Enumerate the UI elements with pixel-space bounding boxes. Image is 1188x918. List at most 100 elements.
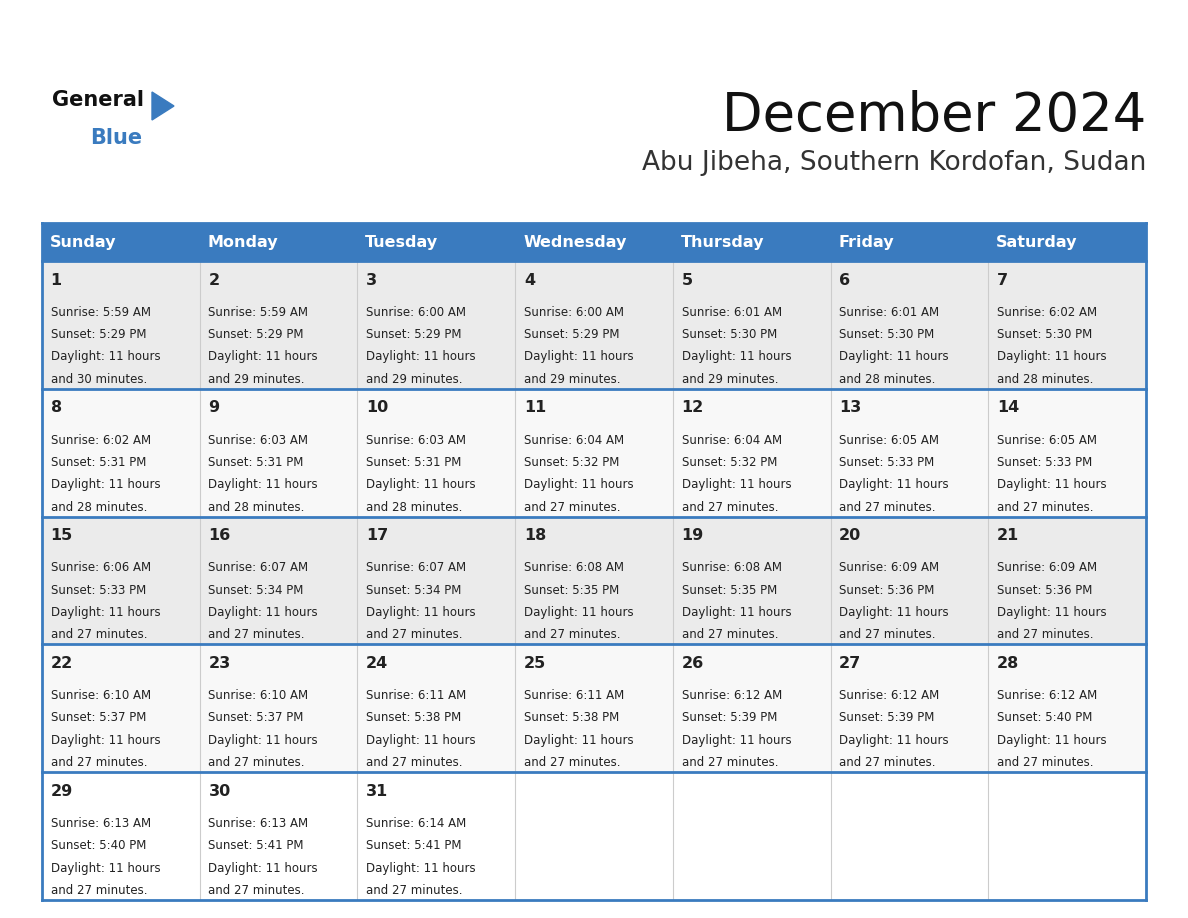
Text: and 29 minutes.: and 29 minutes. [208,373,305,386]
Text: Blue: Blue [90,128,143,148]
Text: Daylight: 11 hours: Daylight: 11 hours [839,606,949,619]
Text: and 28 minutes.: and 28 minutes. [51,500,147,514]
Text: and 28 minutes.: and 28 minutes. [997,373,1093,386]
Text: Daylight: 11 hours: Daylight: 11 hours [366,606,475,619]
Text: Sunset: 5:33 PM: Sunset: 5:33 PM [51,584,146,597]
Text: Sunset: 5:34 PM: Sunset: 5:34 PM [208,584,304,597]
Bar [42,644,1146,772]
Text: Sunset: 5:36 PM: Sunset: 5:36 PM [839,584,935,597]
Text: Sunset: 5:29 PM: Sunset: 5:29 PM [366,328,462,341]
Text: Sunset: 5:29 PM: Sunset: 5:29 PM [524,328,619,341]
Text: Sunset: 5:32 PM: Sunset: 5:32 PM [682,456,777,469]
Text: Sunset: 5:30 PM: Sunset: 5:30 PM [839,328,935,341]
Text: and 27 minutes.: and 27 minutes. [366,629,462,642]
Text: Sunrise: 6:03 AM: Sunrise: 6:03 AM [366,433,466,446]
Polygon shape [152,92,173,120]
Text: Sunset: 5:38 PM: Sunset: 5:38 PM [366,711,461,724]
Text: Daylight: 11 hours: Daylight: 11 hours [208,733,318,747]
Text: Monday: Monday [208,234,278,250]
Text: and 27 minutes.: and 27 minutes. [682,500,778,514]
Text: 9: 9 [208,400,220,415]
Text: Sunrise: 6:05 AM: Sunrise: 6:05 AM [839,433,940,446]
Text: 11: 11 [524,400,546,415]
Bar [42,772,1146,900]
Text: Sunset: 5:31 PM: Sunset: 5:31 PM [51,456,146,469]
Text: December 2024: December 2024 [722,90,1146,142]
Text: 31: 31 [366,784,388,799]
Bar [42,223,1146,261]
Bar [42,389,1146,517]
Text: Daylight: 11 hours: Daylight: 11 hours [997,351,1106,364]
Text: Sunrise: 6:09 AM: Sunrise: 6:09 AM [997,561,1097,575]
Text: 17: 17 [366,528,388,543]
Text: Daylight: 11 hours: Daylight: 11 hours [524,351,633,364]
Text: Sunset: 5:36 PM: Sunset: 5:36 PM [997,584,1092,597]
Text: and 30 minutes.: and 30 minutes. [51,373,147,386]
Text: Sunrise: 6:02 AM: Sunrise: 6:02 AM [51,433,151,446]
Text: Daylight: 11 hours: Daylight: 11 hours [997,733,1106,747]
Text: Sunset: 5:35 PM: Sunset: 5:35 PM [524,584,619,597]
Text: Sunrise: 6:01 AM: Sunrise: 6:01 AM [839,306,940,319]
Text: Abu Jibeha, Southern Kordofan, Sudan: Abu Jibeha, Southern Kordofan, Sudan [642,150,1146,176]
Text: 28: 28 [997,655,1019,671]
Text: Friday: Friday [839,234,895,250]
Text: Daylight: 11 hours: Daylight: 11 hours [208,862,318,875]
Text: Daylight: 11 hours: Daylight: 11 hours [682,606,791,619]
Text: Daylight: 11 hours: Daylight: 11 hours [524,733,633,747]
Text: and 27 minutes.: and 27 minutes. [839,500,936,514]
Text: Saturday: Saturday [997,234,1078,250]
Text: Sunrise: 6:11 AM: Sunrise: 6:11 AM [366,689,467,702]
Text: 4: 4 [524,273,535,287]
Text: Sunrise: 6:12 AM: Sunrise: 6:12 AM [839,689,940,702]
Text: Sunset: 5:41 PM: Sunset: 5:41 PM [208,839,304,852]
Text: and 27 minutes.: and 27 minutes. [839,629,936,642]
Text: and 27 minutes.: and 27 minutes. [51,756,147,769]
Text: 5: 5 [682,273,693,287]
Text: Sunset: 5:33 PM: Sunset: 5:33 PM [839,456,935,469]
Text: Daylight: 11 hours: Daylight: 11 hours [208,606,318,619]
Text: Sunset: 5:40 PM: Sunset: 5:40 PM [997,711,1092,724]
Text: and 28 minutes.: and 28 minutes. [366,500,462,514]
Text: Daylight: 11 hours: Daylight: 11 hours [51,606,160,619]
Text: 19: 19 [682,528,703,543]
Text: and 27 minutes.: and 27 minutes. [51,629,147,642]
Text: and 27 minutes.: and 27 minutes. [524,500,620,514]
Text: Sunrise: 6:01 AM: Sunrise: 6:01 AM [682,306,782,319]
Text: Sunrise: 6:10 AM: Sunrise: 6:10 AM [208,689,309,702]
Text: Sunrise: 6:05 AM: Sunrise: 6:05 AM [997,433,1097,446]
Bar [42,261,1146,389]
Text: Sunset: 5:29 PM: Sunset: 5:29 PM [208,328,304,341]
Text: Sunset: 5:29 PM: Sunset: 5:29 PM [51,328,146,341]
Text: and 27 minutes.: and 27 minutes. [997,500,1093,514]
Text: Sunset: 5:30 PM: Sunset: 5:30 PM [997,328,1092,341]
Text: and 27 minutes.: and 27 minutes. [208,629,305,642]
Text: 29: 29 [51,784,72,799]
Text: Daylight: 11 hours: Daylight: 11 hours [366,351,475,364]
Text: Sunrise: 6:10 AM: Sunrise: 6:10 AM [51,689,151,702]
Text: and 27 minutes.: and 27 minutes. [366,756,462,769]
Text: 14: 14 [997,400,1019,415]
Text: and 28 minutes.: and 28 minutes. [839,373,936,386]
Text: and 27 minutes.: and 27 minutes. [51,884,147,897]
Text: Sunrise: 6:07 AM: Sunrise: 6:07 AM [208,561,309,575]
Text: Sunrise: 6:13 AM: Sunrise: 6:13 AM [51,817,151,830]
Text: 30: 30 [208,784,230,799]
Text: Daylight: 11 hours: Daylight: 11 hours [208,351,318,364]
Text: Sunrise: 6:13 AM: Sunrise: 6:13 AM [208,817,309,830]
Text: 27: 27 [839,655,861,671]
Text: Sunset: 5:37 PM: Sunset: 5:37 PM [51,711,146,724]
Text: Sunset: 5:31 PM: Sunset: 5:31 PM [208,456,304,469]
Text: 24: 24 [366,655,388,671]
Text: 26: 26 [682,655,703,671]
Text: and 27 minutes.: and 27 minutes. [524,756,620,769]
Text: Daylight: 11 hours: Daylight: 11 hours [51,733,160,747]
Text: Sunset: 5:35 PM: Sunset: 5:35 PM [682,584,777,597]
Text: Daylight: 11 hours: Daylight: 11 hours [51,478,160,491]
Text: Sunrise: 6:08 AM: Sunrise: 6:08 AM [524,561,624,575]
Text: Daylight: 11 hours: Daylight: 11 hours [682,478,791,491]
Text: 1: 1 [51,273,62,287]
Text: Sunset: 5:30 PM: Sunset: 5:30 PM [682,328,777,341]
Text: Sunrise: 6:12 AM: Sunrise: 6:12 AM [997,689,1098,702]
Text: Sunset: 5:39 PM: Sunset: 5:39 PM [839,711,935,724]
Text: 22: 22 [51,655,72,671]
